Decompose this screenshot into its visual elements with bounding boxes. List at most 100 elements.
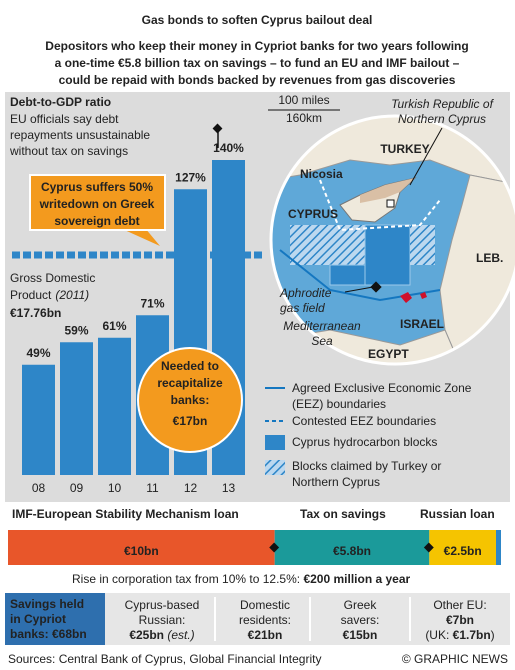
legend-text: Blocks claimed by Turkey or (292, 459, 441, 473)
label-part: €15bn (343, 628, 378, 642)
label: Product (2011) (10, 288, 89, 302)
x-tick-label: 12 (184, 481, 198, 495)
funding-segment (274, 530, 430, 565)
label-part: (UK: (425, 628, 452, 642)
recap-text: banks: (171, 393, 210, 407)
label: €7bn (446, 613, 474, 627)
funding-segment (8, 530, 275, 565)
map-label: LEB. (476, 251, 503, 265)
label: €15bn (343, 628, 378, 642)
scale-label: 100 miles (278, 93, 329, 107)
savings-text: Russian: (139, 613, 186, 627)
legend-text: Contested EEZ boundaries (292, 414, 436, 428)
value-label: 49% (26, 346, 50, 360)
arrow-head (212, 123, 223, 134)
savings-text: Cyprus-based (125, 598, 200, 612)
label: (UK: €1.7bn) (425, 628, 494, 642)
label-part: Product (10, 288, 52, 302)
map-label: EGYPT (368, 347, 409, 361)
label-part: €25bn (129, 628, 164, 642)
value-label: 59% (64, 323, 88, 337)
map-label: Nicosia (300, 167, 343, 181)
recap-text: recapitalize (157, 376, 223, 390)
bar (60, 342, 93, 475)
gdp-bg (8, 266, 100, 322)
callout-pointer (120, 228, 160, 246)
label-part: €21bn (248, 628, 283, 642)
label: €25bn (est.) (129, 628, 194, 642)
subtitle: could be repaid with bonds backed by rev… (59, 73, 456, 87)
label: Rise in corporation tax from 10% to 12.5… (72, 572, 411, 586)
marker (423, 542, 434, 553)
credit: © GRAPHIC NEWS (402, 652, 508, 666)
recap-text: €17bn (173, 414, 208, 428)
callout-box (29, 174, 166, 231)
map-border (269, 114, 515, 366)
scale-label: 160km (286, 111, 322, 125)
gdp-value: €17.76bn (10, 306, 61, 320)
label-part: Rise in corporation tax from 10% to 12.5… (72, 572, 303, 586)
map-label: ISRAEL (400, 317, 444, 331)
map-label: Mediterranean (283, 319, 361, 333)
legend-text: Northern Cyprus (292, 475, 380, 489)
legend-swatch (265, 460, 285, 475)
savings-head-text: banks: €68bn (10, 627, 87, 641)
savings-text: Other EU: (433, 598, 486, 612)
savings-text: Greek (344, 598, 378, 612)
recap-text: Needed to (161, 359, 219, 373)
x-tick-label: 13 (222, 481, 236, 495)
marker (269, 542, 280, 553)
label-part: €1.7bn (453, 628, 491, 642)
leader (344, 286, 374, 293)
savings-text: residents: (239, 613, 291, 627)
map-label: Sea (311, 334, 333, 348)
legend-text: Agreed Exclusive Economic Zone (292, 381, 472, 395)
subtitle: Depositors who keep their money in Cypri… (45, 39, 468, 53)
legend-text: Cyprus hydrocarbon blocks (292, 435, 437, 449)
savings-head-text: Savings held (10, 597, 84, 611)
gdp-label: Gross Domestic (10, 271, 95, 285)
value-label: 127% (175, 170, 206, 184)
title: Gas bonds to soften Cyprus bailout deal (142, 13, 373, 27)
source: Sources: Central Bank of Cyprus, Global … (8, 652, 321, 666)
map-label: gas field (280, 301, 325, 315)
savings-head-text: in Cypriot (10, 612, 66, 626)
map-label: Northern Cyprus (398, 112, 486, 126)
chart-note: EU officials say debt (10, 112, 119, 126)
bar (98, 337, 131, 475)
bar (22, 364, 55, 475)
leader (409, 127, 443, 186)
chart-note: repayments unsustainable (10, 128, 150, 142)
corp-tax-segment (496, 530, 501, 565)
legend-text: (EEZ) boundaries (292, 397, 386, 411)
map-label: TURKEY (380, 142, 429, 156)
value-label: 71% (140, 296, 164, 310)
label-part: €200 million a year (303, 572, 410, 586)
subtitle: a one-time €5.8 billion tax on savings –… (55, 56, 460, 70)
chart-note: without tax on savings (9, 144, 128, 158)
x-tick-label: 08 (32, 481, 46, 495)
label-part: €7bn (446, 613, 474, 627)
recap-circle (137, 347, 243, 453)
x-tick-label: 10 (108, 481, 122, 495)
funding-label: IMF-European Stability Mechanism loan (12, 507, 239, 521)
funding-value: €10bn (124, 544, 159, 558)
funding-segment (429, 530, 496, 565)
label-part: ) (491, 628, 495, 642)
x-tick-label: 09 (70, 481, 84, 495)
label-part: (est.) (164, 628, 195, 642)
legend-swatch (265, 435, 285, 450)
funding-value: €2.5bn (444, 544, 482, 558)
map-label: Turkish Republic of (391, 97, 494, 111)
label-part: (2011) (55, 288, 89, 302)
x-tick-label: 11 (146, 481, 159, 495)
value-label: 140% (213, 141, 244, 155)
label: €21bn (248, 628, 283, 642)
callout-text: Cyprus suffers 50% (41, 180, 153, 194)
chart-title: Debt-to-GDP ratio (10, 95, 111, 109)
callout-text: writedown on Greek (39, 197, 155, 211)
funding-value: €5.8bn (333, 544, 371, 558)
value-label: 61% (102, 319, 126, 333)
funding-label: Tax on savings (300, 507, 386, 521)
